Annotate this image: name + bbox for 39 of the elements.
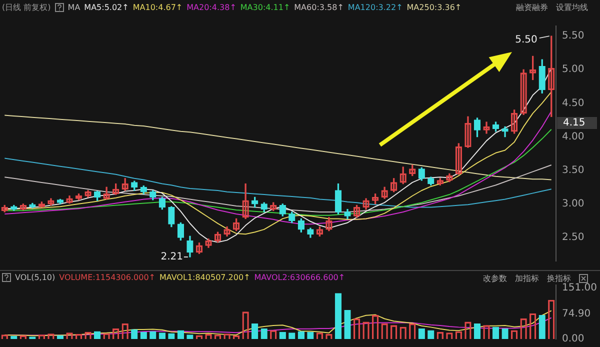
y-tick-label: 3.00 [562,198,584,210]
text: 加指标 [515,273,539,284]
text: MA5:5.02↑ [84,3,129,12]
bar [334,293,342,339]
y-tick-label: 3.50 [562,164,584,176]
bar [10,336,18,339]
bar [252,323,258,339]
y-tick-label: 4.00 [562,131,584,142]
text: MAVOL1:840507.200↑ [159,273,250,282]
y-tick-label: 5.00 [562,64,584,76]
y-tick-label: 4.50 [562,98,584,109]
chart-subtitle: (日线 前复权) [2,2,51,13]
text: 4.15 [563,118,586,129]
y-tick-label: 74.90 [562,308,591,320]
bar [474,323,481,339]
text: 设置均线 [556,2,588,13]
text: MA30:4.11↑ [240,3,290,12]
annotation: 5.50 [515,34,538,46]
annotation: 2.21 [160,252,183,263]
text: MA120:3.22↑ [348,3,403,12]
bar [538,315,546,339]
y-tick-label: 5.50 [562,30,584,42]
text: MA60:3.58↑ [294,3,344,12]
bar [344,310,351,339]
legend-title: MA [68,3,80,12]
y-tick-label: 0.00 [562,334,584,345]
text: 融资融券 [516,2,548,13]
text: MA10:4.67↑ [132,3,183,12]
text: VOLUME:1154306.000↑ [59,273,156,282]
bar [492,326,500,339]
legend-title: VOL(5,10) [15,273,56,282]
y-tick-label: 151.00 [562,282,597,294]
text: 改参数 [483,273,507,284]
y-tick-label: 2.50 [562,232,584,244]
text: MA20:4.38↑ [186,3,236,12]
bar [56,335,64,339]
text: MA250:3.36↑ [406,3,462,12]
text: 换指标 [547,273,571,283]
text: MAVOL2:630666.600↑ [254,273,346,282]
